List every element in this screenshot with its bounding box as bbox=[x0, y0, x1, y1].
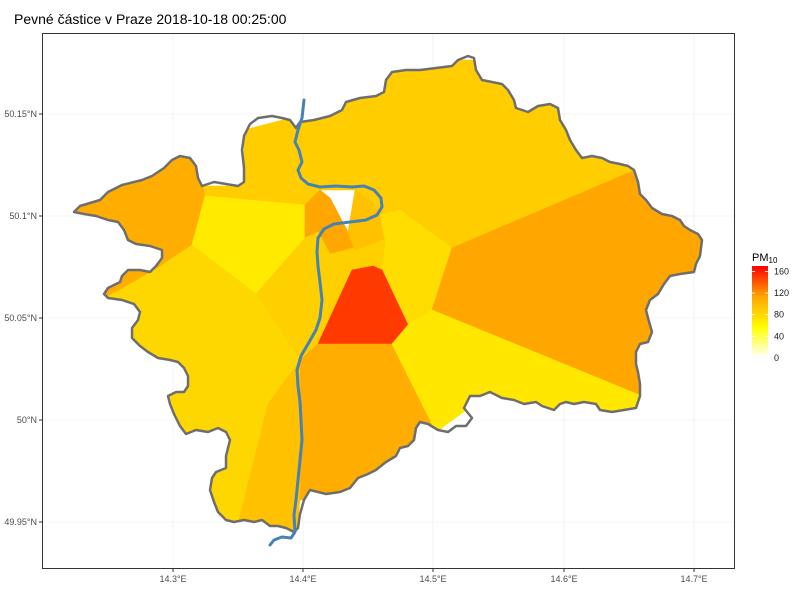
legend: PM10 0 40 80 120 160 bbox=[752, 252, 789, 363]
x-tick-label: 14.7°E bbox=[680, 574, 707, 584]
legend-title-main: PM bbox=[752, 252, 769, 264]
y-tick-label: 50°N bbox=[17, 415, 37, 425]
legend-tick-label: 80 bbox=[774, 310, 784, 320]
y-tick-label: 50.05°N bbox=[4, 313, 37, 323]
x-tick-label: 14.3°E bbox=[159, 574, 186, 584]
y-axis-labels: 50.15°N 50.1°N 50.05°N 50°N 49.95°N bbox=[4, 109, 37, 527]
legend-tick-label: 0 bbox=[774, 353, 779, 363]
legend-title-sub: 10 bbox=[769, 256, 778, 265]
legend-colorbar bbox=[752, 266, 768, 358]
x-axis-ticks bbox=[172, 568, 695, 572]
legend-title: PM10 bbox=[752, 252, 778, 265]
legend-tick-label: 40 bbox=[774, 331, 784, 341]
legend-tick-label: 120 bbox=[774, 288, 789, 298]
legend-tick-label: 160 bbox=[774, 266, 789, 276]
x-tick-label: 14.6°E bbox=[550, 574, 577, 584]
y-axis-ticks bbox=[39, 113, 43, 523]
x-axis-labels: 14.3°E 14.4°E 14.5°E 14.6°E 14.7°E bbox=[159, 574, 707, 584]
y-tick-label: 50.1°N bbox=[9, 211, 37, 221]
y-tick-label: 49.95°N bbox=[4, 517, 37, 527]
city-border bbox=[72, 54, 704, 534]
map-title: Pevné částice v Praze 2018-10-18 00:25:0… bbox=[14, 11, 287, 27]
x-tick-label: 14.5°E bbox=[419, 574, 446, 584]
vltava-river bbox=[268, 98, 384, 547]
y-tick-label: 50.15°N bbox=[4, 109, 37, 119]
x-tick-label: 14.4°E bbox=[289, 574, 316, 584]
voronoi-cell-south-mid bbox=[233, 359, 301, 532]
legend-ticks: 0 40 80 120 160 bbox=[752, 266, 789, 363]
